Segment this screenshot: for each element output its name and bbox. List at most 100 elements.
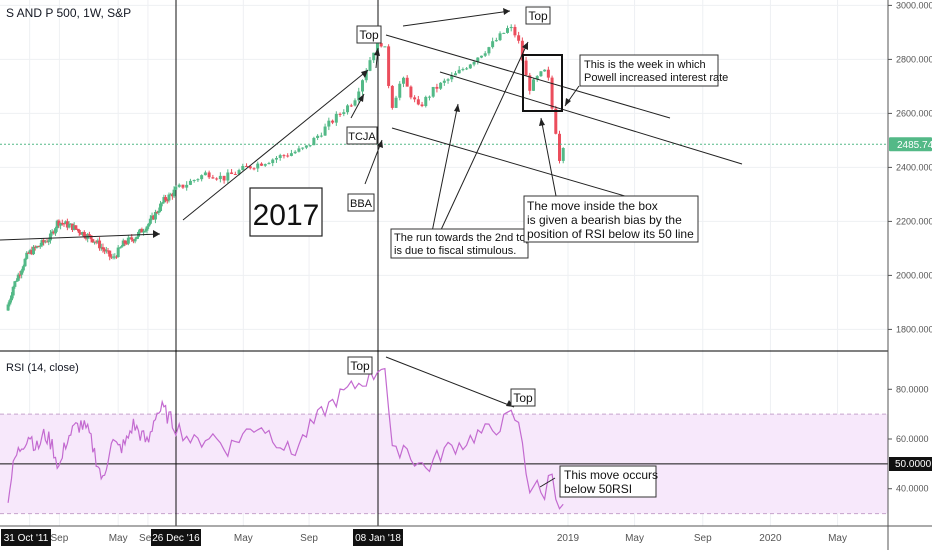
candle-body xyxy=(45,241,49,243)
time-axis-label: 2020 xyxy=(759,533,782,544)
tcja-label: TCJA xyxy=(348,131,376,143)
candle-body xyxy=(62,223,66,225)
candle-body xyxy=(267,163,271,165)
candle-body xyxy=(172,189,176,197)
bba-box xyxy=(347,193,375,212)
arrow-head-bias xyxy=(539,118,545,126)
candle-body xyxy=(316,135,320,138)
candle-body xyxy=(159,203,163,212)
time-axis-label: Sep xyxy=(50,533,68,544)
candle-body xyxy=(435,86,439,89)
candle-body xyxy=(327,120,331,127)
candle-body xyxy=(162,197,166,203)
candle-body xyxy=(94,241,98,243)
candle-body xyxy=(387,46,391,86)
candle-body xyxy=(218,175,222,180)
rsi-axis-label: 80.0000 xyxy=(896,384,929,394)
powell-week-box xyxy=(522,54,563,112)
candle-body xyxy=(98,240,102,249)
candle-body xyxy=(116,247,120,258)
candle-body xyxy=(509,26,513,29)
rsi-axis-label: 60.0000 xyxy=(896,434,929,444)
candle-body xyxy=(532,79,536,91)
run-note-box xyxy=(390,228,529,259)
candle-body xyxy=(539,71,543,77)
time-axis-label: May xyxy=(234,533,253,544)
arrow-head-tcja xyxy=(358,94,364,102)
candle-body xyxy=(67,224,71,228)
candle-body xyxy=(274,157,278,160)
powell-note-line-1: This is the week in which xyxy=(584,59,706,71)
candle-body xyxy=(196,179,200,181)
candle-body xyxy=(188,180,192,185)
candle-body xyxy=(346,105,350,113)
candle-body xyxy=(237,170,241,175)
candle-body xyxy=(114,256,118,258)
candle-body xyxy=(18,274,22,276)
candle-body xyxy=(38,245,42,247)
price-candles xyxy=(6,24,565,311)
candle-body xyxy=(476,57,480,62)
candle-body xyxy=(121,240,125,247)
candle-body xyxy=(79,232,83,235)
candle-body xyxy=(293,151,297,154)
candle-body xyxy=(152,215,156,220)
channel-middle-line xyxy=(439,71,743,165)
candle-body xyxy=(233,173,237,175)
candle-body xyxy=(282,155,286,157)
candle-body xyxy=(185,184,189,188)
candle-body xyxy=(65,221,69,228)
price-axis-label: 2800.000 xyxy=(896,54,932,64)
candle-body xyxy=(442,80,446,83)
rsi-50-tag xyxy=(889,457,932,471)
candle-body xyxy=(241,165,245,171)
top-label-2-box xyxy=(525,6,551,25)
trend-arrow-2017-run xyxy=(182,69,369,221)
candle-body xyxy=(375,43,379,53)
candle-body xyxy=(308,145,312,147)
channel-upper-line xyxy=(385,34,671,119)
candle-body xyxy=(177,184,181,187)
candle-body xyxy=(200,175,204,180)
time-axis-highlight xyxy=(353,529,403,546)
candle-body xyxy=(211,177,215,179)
candle-body xyxy=(103,249,107,252)
rsi-note-arrow xyxy=(539,477,556,488)
price-axis-label: 2200.000 xyxy=(896,216,932,226)
candle-body xyxy=(138,229,142,232)
candle-body xyxy=(494,40,498,42)
price-axis-label: 1800.000 xyxy=(896,324,932,334)
candle-body xyxy=(364,70,368,81)
candle-body xyxy=(289,153,293,156)
candle-body xyxy=(60,222,64,224)
candle-body xyxy=(271,159,275,164)
candle-body xyxy=(461,69,465,71)
arrow-head-tops xyxy=(503,8,510,15)
candle-body xyxy=(47,240,51,242)
candle-body xyxy=(558,133,562,161)
rsi-50-label: 50.0000 xyxy=(895,459,932,470)
callouts: Top Top TCJA BBA 2017 This is the week i… xyxy=(249,6,728,498)
candle-body xyxy=(181,184,185,188)
candle-body xyxy=(125,243,129,245)
candle-body xyxy=(342,112,346,114)
candle-body xyxy=(118,247,122,249)
candle-body xyxy=(50,231,54,234)
time-axis-highlight xyxy=(1,529,51,546)
candle-body xyxy=(140,229,144,233)
candle-body xyxy=(111,256,115,258)
candle-body xyxy=(372,52,376,61)
candle-body xyxy=(148,218,152,224)
candle-body xyxy=(147,223,151,227)
candle-body xyxy=(21,266,25,271)
candle-body xyxy=(535,76,539,80)
candle-body xyxy=(48,233,52,241)
time-axis-label: May xyxy=(109,533,128,544)
candle-body xyxy=(304,145,308,148)
candle-body xyxy=(349,105,353,107)
candle-body xyxy=(84,236,88,239)
candle-body xyxy=(52,231,56,234)
candle-body xyxy=(13,281,17,287)
candle-body xyxy=(57,220,61,226)
candle-body xyxy=(554,108,558,134)
